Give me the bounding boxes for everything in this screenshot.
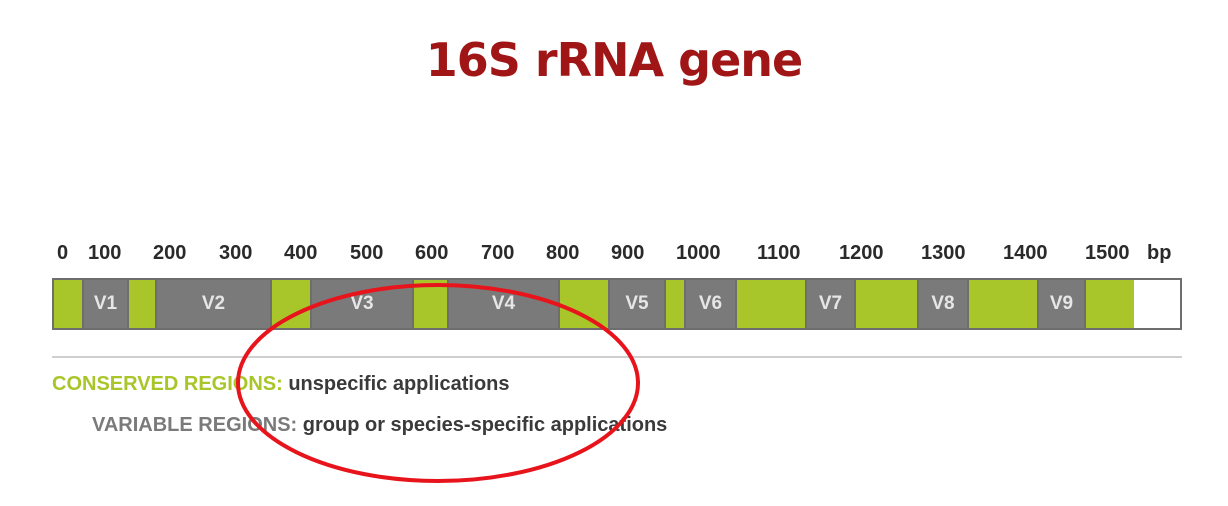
region-label: V5	[625, 293, 649, 314]
scale-tick: 600	[415, 242, 449, 264]
variable-region: V8	[919, 280, 969, 328]
scale-tick: 1200	[839, 242, 884, 264]
region-label: V7	[818, 293, 843, 314]
scale-tick: 1000	[676, 242, 721, 264]
scale-tick: 1400	[1003, 242, 1048, 264]
scale-unit: bp	[1147, 242, 1172, 264]
variable-regions-desc: group or species-specific applications	[302, 414, 668, 436]
legend-conserved: CONSERVED REGIONS: unspecific applicatio…	[52, 372, 510, 396]
page-title: 16S rRNA gene	[425, 33, 803, 87]
divider	[52, 356, 1182, 358]
scale-tick: 200	[153, 242, 187, 264]
scale-tick: 1500	[1085, 242, 1130, 264]
conserved-region	[272, 280, 312, 328]
region-label: V8	[931, 293, 955, 314]
conserved-region	[666, 280, 686, 328]
region-label: V4	[491, 293, 516, 314]
variable-regions-label: VARIABLE REGIONS:	[92, 414, 298, 436]
region-label: V3	[350, 293, 374, 314]
scale-tick: 500	[350, 242, 384, 264]
conserved-region	[560, 280, 610, 328]
variable-region: V4	[449, 280, 560, 328]
variable-region: V9	[1039, 280, 1086, 328]
scale-tick: 900	[611, 242, 645, 264]
conserved-region	[129, 280, 157, 328]
conserved-region	[54, 280, 84, 328]
conserved-region	[856, 280, 919, 328]
region-label: V2	[201, 293, 226, 314]
region-label: V1	[93, 293, 118, 314]
scale-tick: 0	[57, 242, 69, 264]
scale-tick: 400	[284, 242, 318, 264]
scale-tick: 800	[546, 242, 580, 264]
conserved-regions-label: CONSERVED REGIONS:	[52, 373, 283, 395]
scale-tick: 700	[481, 242, 515, 264]
scale-tick: 100	[88, 242, 122, 264]
legend-variable: VARIABLE REGIONS: group or species-speci…	[92, 413, 667, 437]
variable-region: V1	[84, 280, 129, 328]
region-label: V6	[698, 293, 723, 314]
variable-region: V7	[807, 280, 856, 328]
conserved-region	[1086, 280, 1134, 328]
scale-tick: 1100	[757, 242, 801, 264]
scale-tick: 300	[219, 242, 253, 264]
variable-region: V5	[610, 280, 666, 328]
conserved-region	[737, 280, 807, 328]
variable-region: V6	[686, 280, 737, 328]
conserved-region	[414, 280, 449, 328]
variable-region: V3	[312, 280, 414, 328]
region-label: V9	[1049, 293, 1074, 314]
scale-tick: 1300	[921, 242, 966, 264]
conserved-region	[969, 280, 1039, 328]
variable-region: V2	[157, 280, 272, 328]
gene-bar: V1 V2 V3 V4 V5 V6 V7 V8 V9	[52, 278, 1182, 330]
conserved-regions-desc: unspecific applications	[288, 373, 510, 395]
